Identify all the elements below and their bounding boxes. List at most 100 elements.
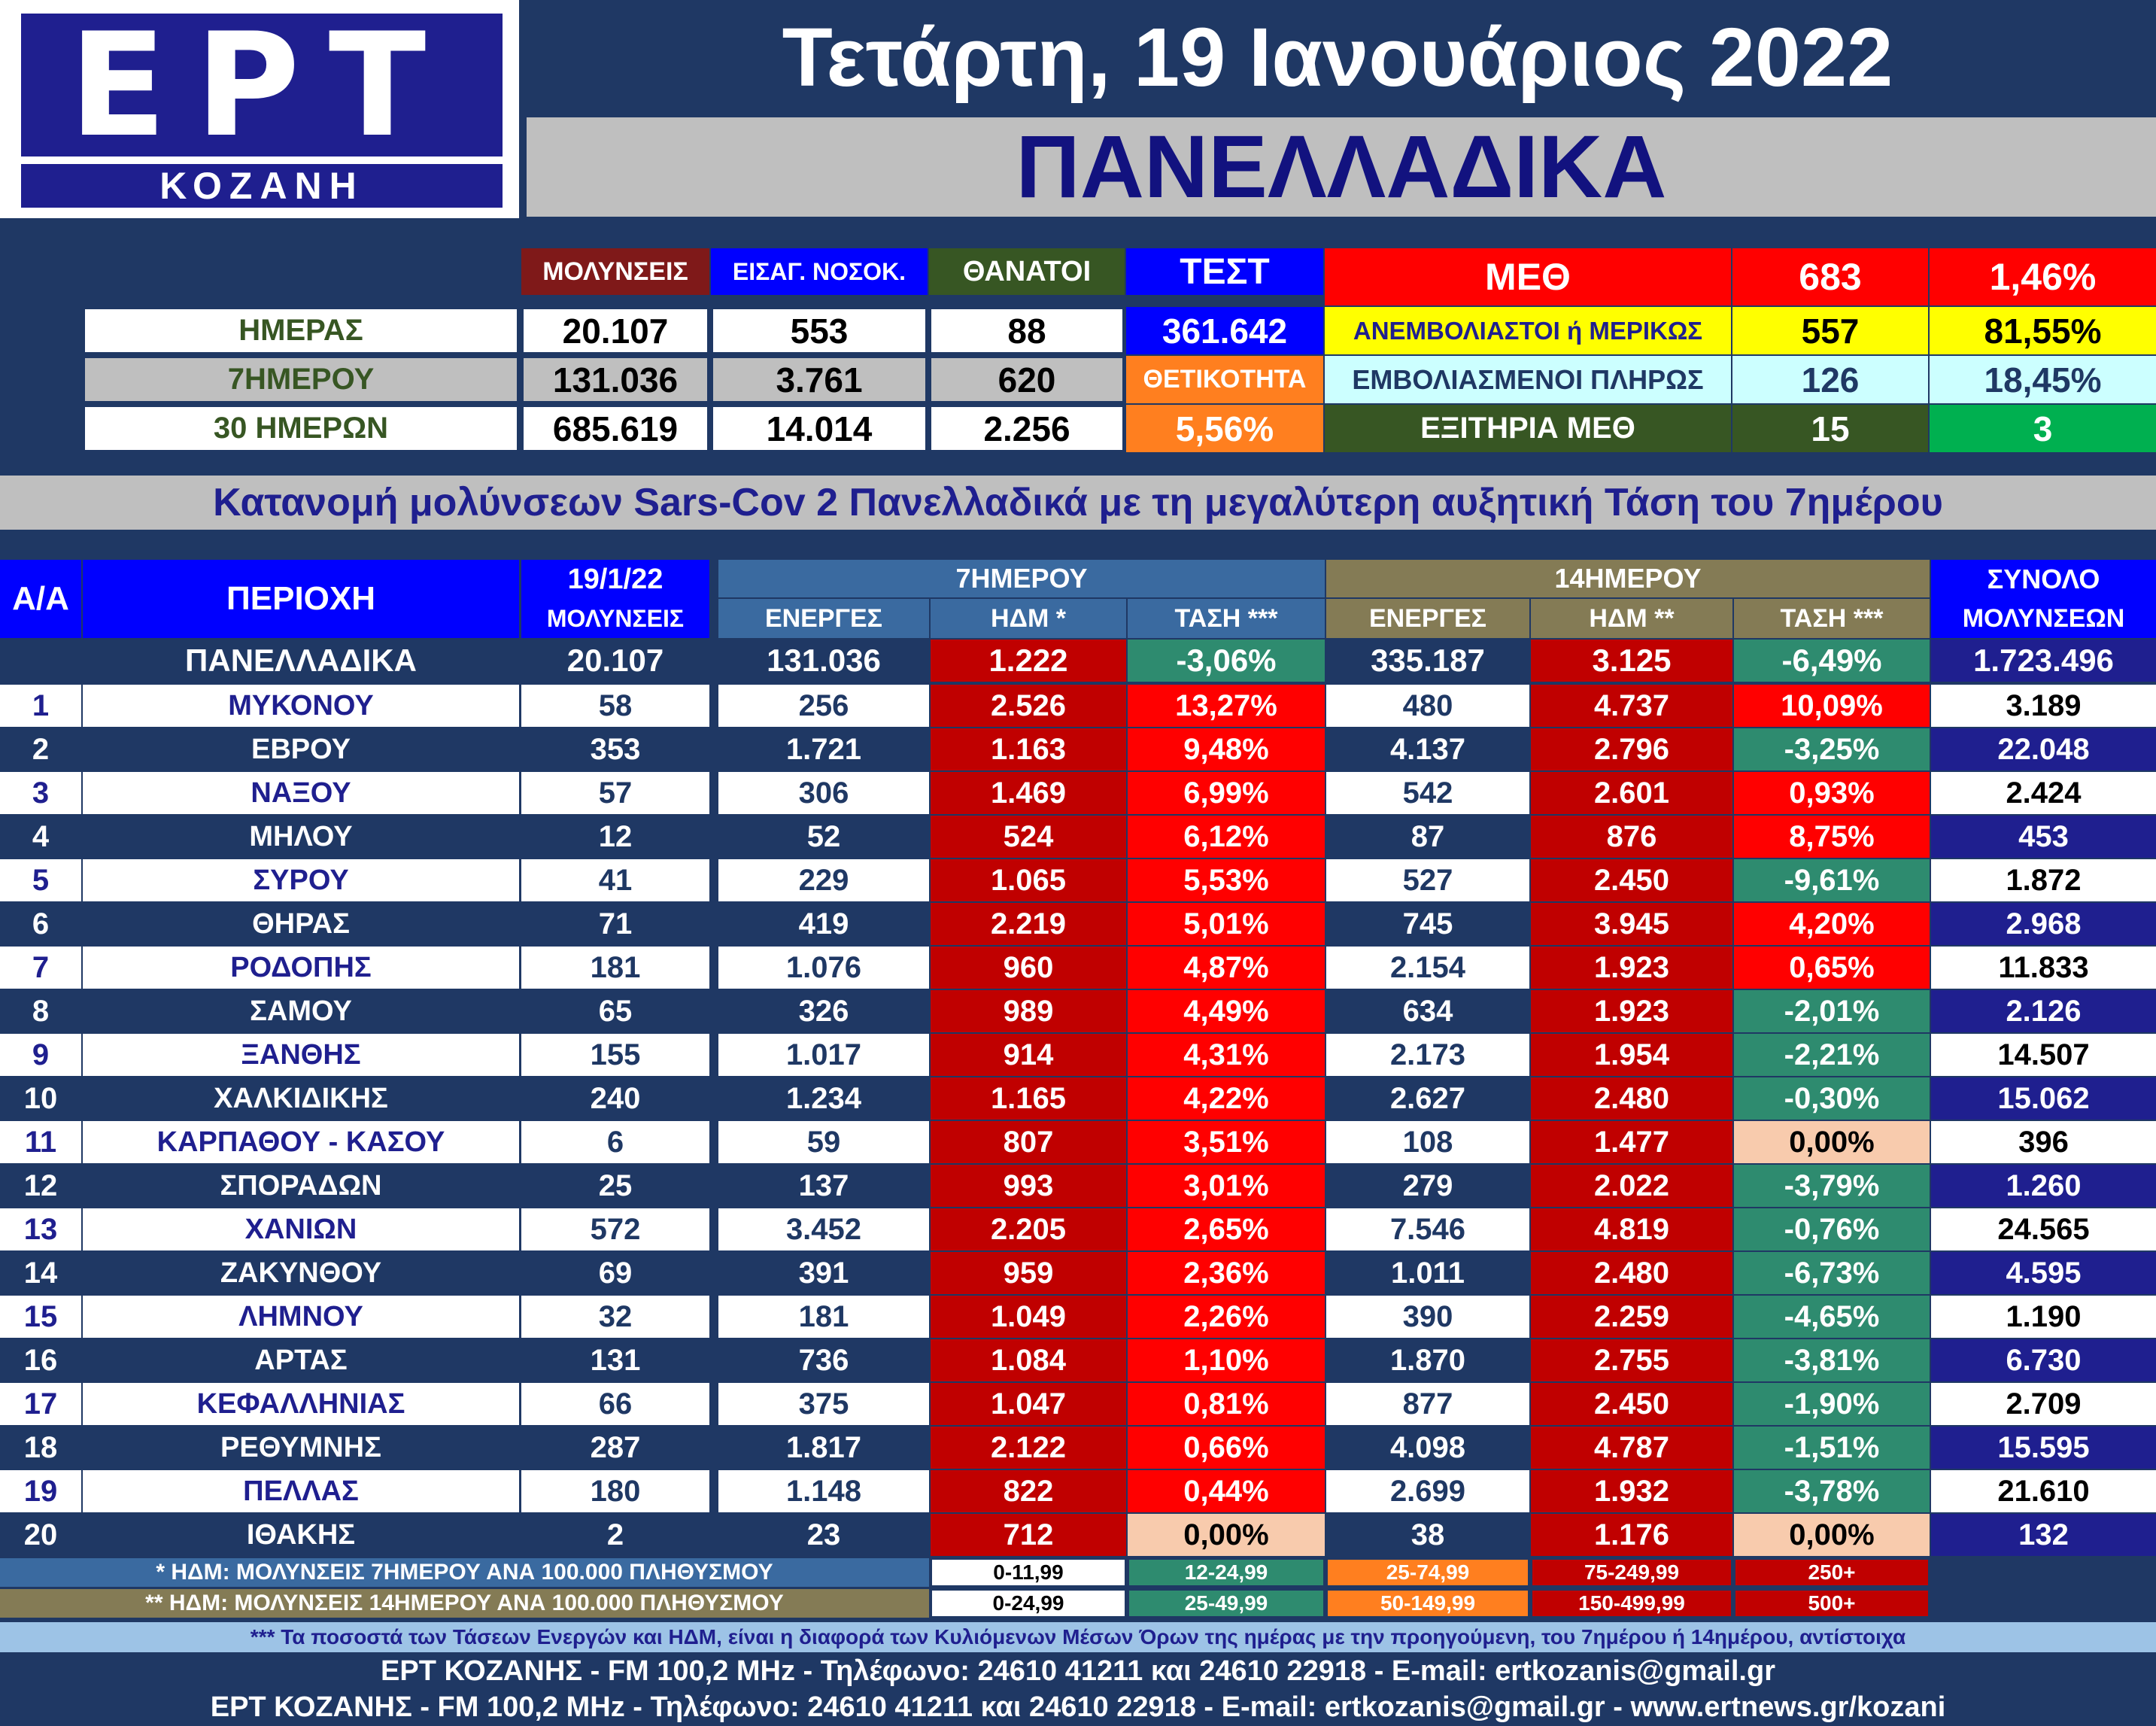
national-total: 1.723.496 (1931, 640, 2156, 682)
row-active14: 87 (1326, 816, 1529, 858)
header-14day: 14ΗΜΕΡΟΥ (1326, 560, 1930, 597)
row-number: 8 (0, 990, 81, 1032)
row-trend14: 10,09% (1734, 685, 1930, 727)
row-total: 453 (1931, 816, 2156, 858)
header-total-infections: ΜΟΛΥΝΣΕΩΝ (1931, 599, 2156, 638)
row-total: 132 (1931, 1514, 2156, 1556)
row-active14: 2.627 (1326, 1077, 1529, 1120)
ert-logo-subtitle: ΚΟΖΑΝΗ (21, 164, 503, 208)
row-idm7: 524 (931, 816, 1126, 858)
row-area: ΜΥΚΟΝΟΥ (83, 685, 519, 727)
row-trend14: -2,01% (1734, 990, 1930, 1032)
row-idm7: 960 (931, 947, 1126, 989)
header-day-infections: ΜΟΛΥΝΣΕΙΣ (521, 599, 709, 638)
row-trend7: 13,27% (1128, 685, 1325, 727)
row-trend7: 0,81% (1128, 1383, 1325, 1425)
row-number: 11 (0, 1121, 81, 1163)
legend-range-14day: 0-24,99 (931, 1589, 1126, 1618)
row-day-infections: 181 (521, 947, 709, 989)
row-day-infections: 155 (521, 1034, 709, 1076)
row-area: ΡΟΔΟΠΗΣ (83, 947, 519, 989)
row-total: 2.126 (1931, 990, 2156, 1032)
ert-logo-mark: ΕΡΤ (21, 2, 503, 169)
row-idm14: 2.601 (1531, 772, 1732, 814)
row-total: 6.730 (1931, 1339, 2156, 1381)
header-idm14: ΗΔΜ ** (1531, 599, 1732, 638)
row-total: 15.595 (1931, 1427, 2156, 1469)
row-idm7: 2.122 (931, 1427, 1126, 1469)
row-day-infections: 25 (521, 1165, 709, 1207)
row-idm7: 2.219 (931, 903, 1126, 945)
row-area: ΑΡΤΑΣ (83, 1339, 519, 1381)
row-area: ΧΑΛΚΙΔΙΚΗΣ (83, 1077, 519, 1120)
row-idm7: 1.163 (931, 728, 1126, 770)
row-total: 4.595 (1931, 1252, 2156, 1294)
header-tr7: ΤΑΣΗ *** (1128, 599, 1325, 638)
row-area: ΚΕΦΑΛΛΗΝΙΑΣ (83, 1383, 519, 1425)
summary-row-label: 7ΗΜΕΡΟΥ (83, 356, 519, 403)
row-total: 1.872 (1931, 859, 2156, 901)
row-idm14: 2.480 (1531, 1252, 1732, 1294)
row-area: ΜΗΛΟΥ (83, 816, 519, 858)
summary-infections: 685.619 (521, 405, 709, 452)
row-trend14: -3,79% (1734, 1165, 1930, 1207)
legend-range-14day: 50-149,99 (1326, 1589, 1529, 1618)
header-deaths: ΘΑΝΑΤΟΙ (929, 248, 1125, 295)
ert-logo: ΕΡΤ ΚΟΖΑΝΗ (0, 0, 519, 218)
row-area: ΣΠΟΡΑΔΩΝ (83, 1165, 519, 1207)
summary-hospital: 553 (711, 307, 928, 354)
row-area: ΙΘΑΚΗΣ (83, 1514, 519, 1556)
row-active7: 59 (718, 1121, 929, 1163)
summary-hospital: 3.761 (711, 356, 928, 403)
report-date: Τετάρτη, 19 Ιανουάριος 2022 (782, 11, 1893, 104)
legend-range-7day: 0-11,99 (931, 1558, 1126, 1587)
row-total: 21.610 (1931, 1470, 2156, 1512)
vaccinated-pct: 18,45% (1930, 356, 2156, 403)
row-idm7: 822 (931, 1470, 1126, 1512)
row-trend7: 2,36% (1128, 1252, 1325, 1294)
row-idm14: 2.022 (1531, 1165, 1732, 1207)
row-number: 9 (0, 1034, 81, 1076)
row-number: 3 (0, 772, 81, 814)
row-active14: 2.699 (1326, 1470, 1529, 1512)
row-number: 10 (0, 1077, 81, 1120)
row-idm7: 807 (931, 1121, 1126, 1163)
row-trend7: 4,49% (1128, 990, 1325, 1032)
header-total: ΣΥΝΟΛΟ (1931, 560, 2156, 599)
row-trend14: 4,20% (1734, 903, 1930, 945)
row-active7: 419 (718, 903, 929, 945)
row-trend14: 0,93% (1734, 772, 1930, 814)
row-area: ΛΗΜΝΟΥ (83, 1296, 519, 1338)
unvaccinated-pct: 81,55% (1930, 307, 2156, 354)
row-idm14: 3.945 (1531, 903, 1732, 945)
row-active7: 1.148 (718, 1470, 929, 1512)
row-number: 20 (0, 1514, 81, 1556)
row-number: 14 (0, 1252, 81, 1294)
row-active14: 2.154 (1326, 947, 1529, 989)
row-day-infections: 41 (521, 859, 709, 901)
row-active7: 52 (718, 816, 929, 858)
icu-discharge-label: ΕΞΙΤΗΡΙΑ ΜΕΘ (1325, 405, 1731, 452)
row-active7: 1.017 (718, 1034, 929, 1076)
row-active7: 326 (718, 990, 929, 1032)
row-trend7: 9,48% (1128, 728, 1325, 770)
row-trend14: -3,81% (1734, 1339, 1930, 1381)
unvaccinated-label: ΑΝΕΜΒΟΛΙΑΣΤΟΙ ή ΜΕΡΙΚΩΣ (1325, 307, 1731, 354)
row-active14: 2.173 (1326, 1034, 1529, 1076)
icu-discharge-other: 3 (1930, 405, 2156, 452)
row-day-infections: 32 (521, 1296, 709, 1338)
row-idm14: 2.259 (1531, 1296, 1732, 1338)
row-idm14: 1.477 (1531, 1121, 1732, 1163)
row-trend7: 5,01% (1128, 903, 1325, 945)
row-idm7: 712 (931, 1514, 1126, 1556)
row-active7: 306 (718, 772, 929, 814)
row-active7: 391 (718, 1252, 929, 1294)
legend-range-14day: 150-499,99 (1531, 1589, 1732, 1618)
row-total: 1.260 (1931, 1165, 2156, 1207)
row-idm7: 2.526 (931, 685, 1126, 727)
national-day: 20.107 (521, 640, 709, 682)
row-area: ΡΕΘΥΜΝΗΣ (83, 1427, 519, 1469)
header-tr14: ΤΑΣΗ *** (1734, 599, 1930, 638)
icu-label: ΜΕΘ (1325, 248, 1731, 305)
row-trend14: 8,75% (1734, 816, 1930, 858)
